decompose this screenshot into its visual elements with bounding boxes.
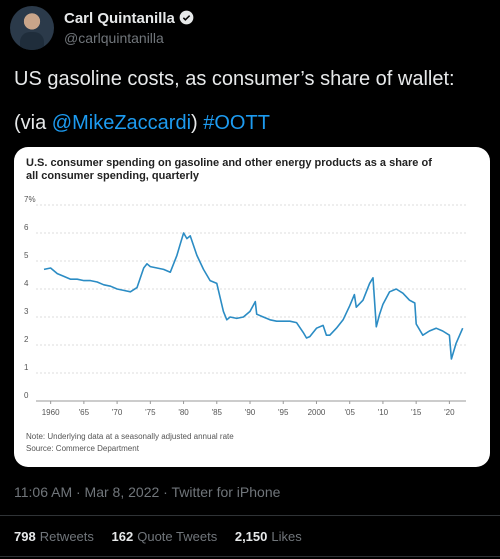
y-tick-label: 4 [24, 279, 29, 288]
author-name-text[interactable]: Carl Quintanilla [64, 10, 175, 27]
likes-stat[interactable]: 2,150 Likes [235, 529, 302, 544]
y-tick-label: 2 [24, 335, 29, 344]
y-tick-label: 6 [24, 223, 29, 232]
retweets-stat[interactable]: 798 Retweets [14, 529, 94, 544]
via-close: ) [191, 112, 198, 134]
likes-count: 2,150 [234, 529, 268, 544]
x-tick-label: '80 [178, 408, 189, 417]
via-open: (via [14, 112, 52, 134]
y-tick-label: 7% [24, 195, 36, 204]
quotes-stat[interactable]: 162 Quote Tweets [112, 529, 218, 544]
x-tick-label: 2000 [308, 408, 326, 417]
chart-title: U.S. consumer spending on gasoline and o… [26, 157, 432, 182]
avatar[interactable] [10, 6, 54, 50]
x-tick-label: '95 [278, 408, 289, 417]
x-tick-label: '65 [79, 408, 90, 417]
y-tick-label: 0 [24, 391, 29, 400]
mention-link[interactable]: @MikeZaccardi [51, 112, 192, 134]
retweets-label: Retweets [39, 529, 94, 544]
hashtag-link[interactable]: #OOTT [203, 112, 270, 134]
x-tick-label: '15 [411, 408, 422, 417]
x-tick-label: '85 [212, 408, 223, 417]
tweet-image-card[interactable]: U.S. consumer spending on gasoline and o… [14, 147, 490, 467]
chart-source: Source: Commerce Department [26, 444, 139, 453]
tweet-timestamp[interactable]: 11:06 AM · Mar 8, 2022 · Twitter for iPh… [14, 484, 281, 500]
retweets-count: 798 [14, 529, 36, 544]
tweet-via-line: (via @MikeZaccardi) #OOTT [14, 110, 484, 136]
x-tick-label: 1960 [42, 408, 60, 417]
tweet-text-line: US gasoline costs, as consumer’s share o… [14, 68, 455, 90]
x-tick-label: '75 [145, 408, 156, 417]
y-tick-label: 5 [24, 251, 29, 260]
tweet-stats: 798 Retweets 162 Quote Tweets 2,150 Likes [14, 529, 316, 544]
divider [0, 515, 500, 516]
x-tick-label: '20 [444, 408, 455, 417]
divider [0, 556, 500, 557]
chart: 7% 6 5 4 3 2 1 0 1960 '65 '70 '75 '80 '85 '90 '95 2000 '0… [24, 195, 466, 417]
y-tick-label: 3 [24, 307, 29, 316]
x-tick-label: '70 [112, 408, 123, 417]
quotes-label: Quote Tweets [137, 529, 218, 544]
verified-badge-icon [179, 10, 194, 25]
x-tick-label: '10 [378, 408, 389, 417]
quotes-count: 162 [111, 529, 134, 544]
author-name[interactable]: Carl Quintanilla [64, 10, 194, 27]
tweet-header: Carl Quintanilla @carlquintanilla [10, 6, 490, 52]
series-line [43, 232, 464, 360]
x-tick-label: '05 [344, 408, 355, 417]
author-handle[interactable]: @carlquintanilla [64, 30, 164, 46]
likes-label: Likes [271, 529, 302, 544]
y-tick-label: 1 [24, 363, 29, 372]
x-tick-label: '90 [245, 408, 256, 417]
chart-note: Note: Underlying data at a seasonally ad… [26, 432, 234, 441]
tweet-text: US gasoline costs, as consumer’s share o… [14, 66, 484, 136]
